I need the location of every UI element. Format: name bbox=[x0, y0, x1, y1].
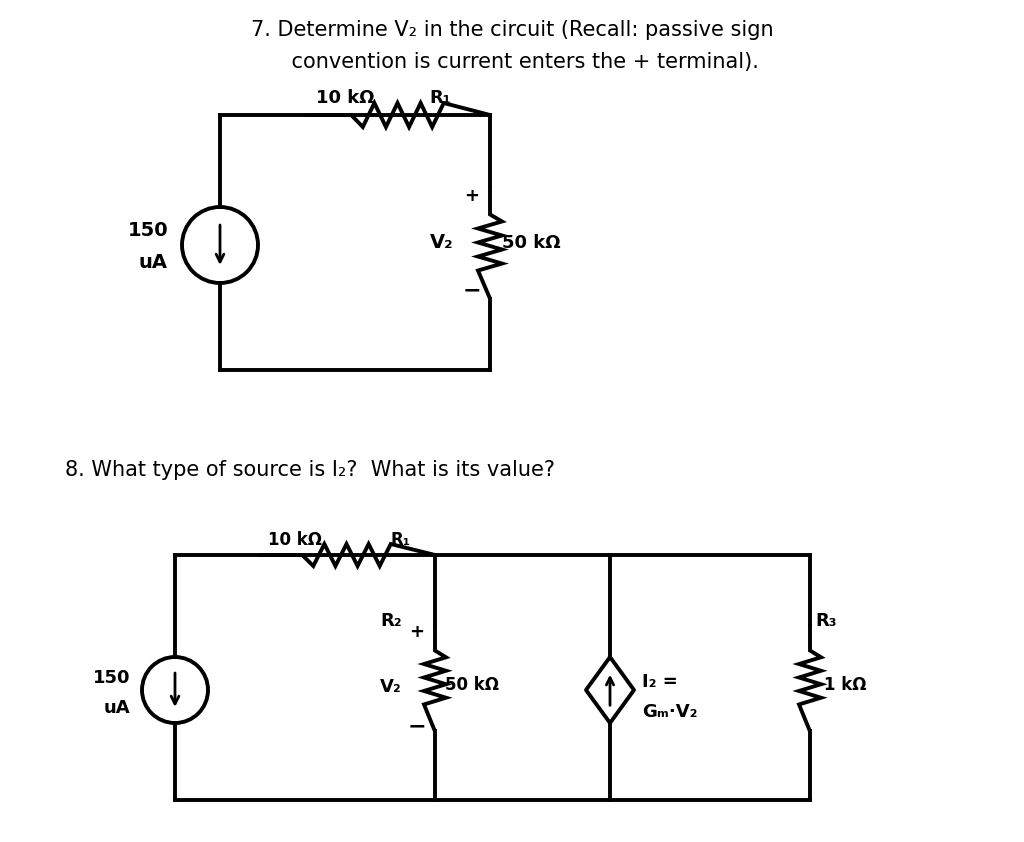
Text: 1 kΩ: 1 kΩ bbox=[824, 676, 866, 695]
Text: +: + bbox=[410, 622, 425, 641]
Text: 150: 150 bbox=[92, 669, 130, 687]
Text: I₂ =: I₂ = bbox=[642, 673, 678, 691]
Text: V₂: V₂ bbox=[430, 233, 454, 252]
Text: 10 kΩ: 10 kΩ bbox=[268, 531, 322, 549]
Text: 150: 150 bbox=[127, 221, 168, 239]
Text: R₁: R₁ bbox=[429, 89, 451, 107]
Text: +: + bbox=[465, 188, 479, 205]
Text: 50 kΩ: 50 kΩ bbox=[502, 233, 560, 252]
Text: convention is current enters the + terminal).: convention is current enters the + termi… bbox=[265, 52, 759, 72]
Text: Gₘ·V₂: Gₘ·V₂ bbox=[642, 703, 697, 721]
Text: 50 kΩ: 50 kΩ bbox=[445, 676, 499, 695]
Text: 8. What type of source is I₂?  What is its value?: 8. What type of source is I₂? What is it… bbox=[65, 460, 555, 480]
Text: 7. Determine V₂ in the circuit (Recall: passive sign: 7. Determine V₂ in the circuit (Recall: … bbox=[251, 20, 773, 40]
Text: V₂: V₂ bbox=[380, 679, 401, 696]
Text: uA: uA bbox=[139, 253, 168, 273]
Text: uA: uA bbox=[103, 699, 130, 717]
Text: −: − bbox=[408, 717, 426, 737]
Text: −: − bbox=[463, 280, 481, 301]
Text: R₃: R₃ bbox=[815, 611, 837, 630]
Text: 10 kΩ: 10 kΩ bbox=[315, 89, 375, 107]
Text: R₂: R₂ bbox=[380, 611, 401, 630]
Text: R₁: R₁ bbox=[390, 531, 410, 549]
